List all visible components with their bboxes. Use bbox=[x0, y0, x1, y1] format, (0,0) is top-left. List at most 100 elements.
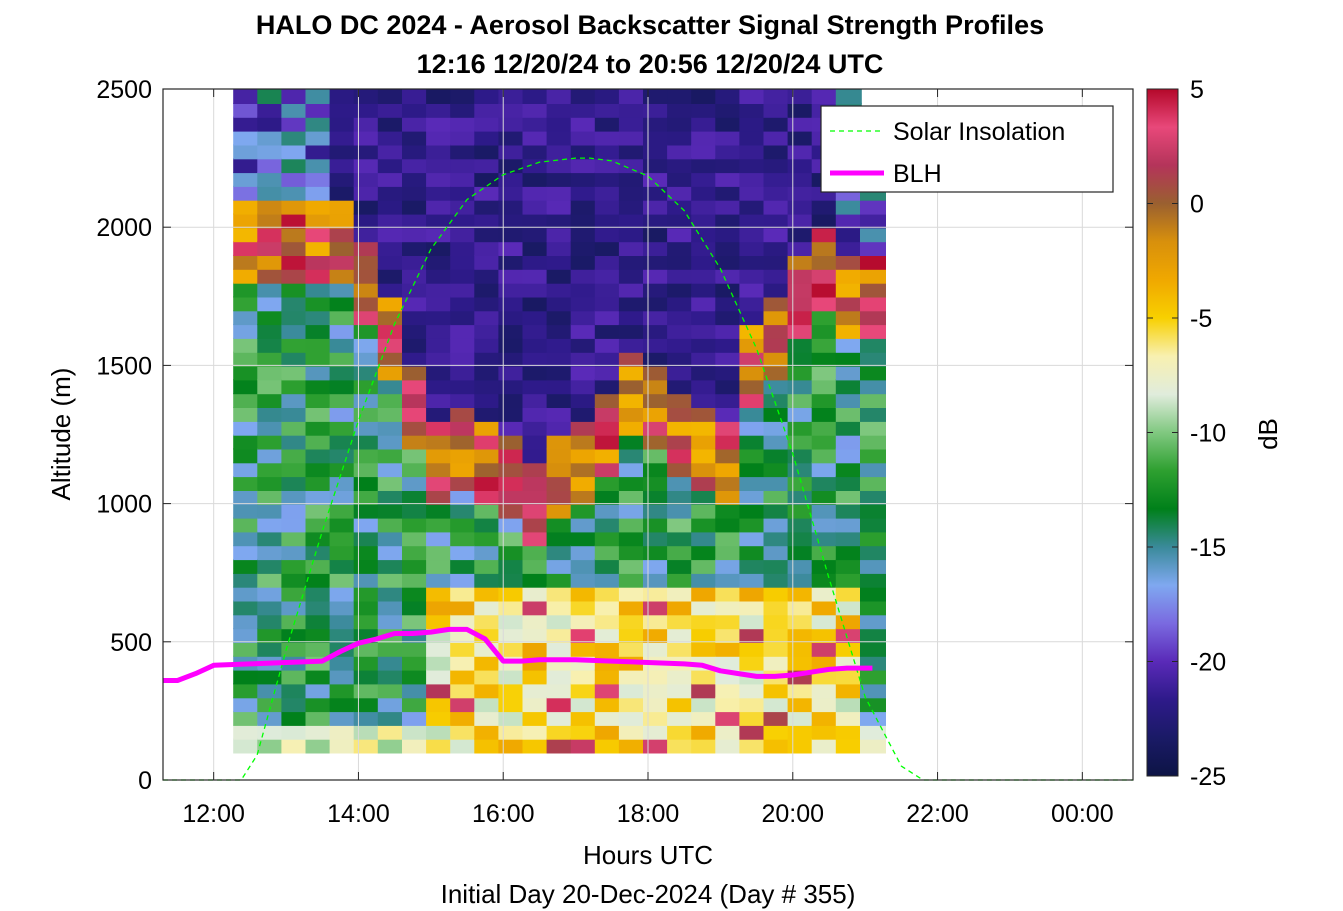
heatmap-cell bbox=[787, 503, 814, 519]
heatmap-cell bbox=[353, 213, 380, 229]
heatmap-cell bbox=[233, 586, 260, 602]
heatmap-cell bbox=[739, 227, 766, 243]
heatmap-cell bbox=[739, 158, 766, 174]
heatmap-cell bbox=[570, 531, 597, 547]
heatmap-cell bbox=[522, 517, 549, 533]
solar-insolation-line bbox=[163, 157, 1133, 781]
heatmap-cell bbox=[860, 254, 886, 270]
heatmap-cell bbox=[426, 476, 453, 491]
heatmap-cell bbox=[257, 669, 284, 685]
heatmap-cell bbox=[522, 213, 549, 229]
heatmap-cell bbox=[739, 185, 766, 201]
heatmap-cell bbox=[811, 558, 838, 574]
heatmap-cell bbox=[811, 268, 838, 284]
heatmap-cell bbox=[715, 89, 742, 104]
heatmap-cell bbox=[691, 337, 718, 353]
heatmap-cell bbox=[835, 710, 862, 726]
heatmap-cell bbox=[618, 738, 645, 754]
heatmap-cell bbox=[739, 89, 766, 104]
heatmap-cell bbox=[377, 296, 404, 312]
heatmap-cell bbox=[402, 323, 428, 339]
heatmap-cell bbox=[811, 199, 838, 215]
heatmap-cell bbox=[474, 669, 501, 685]
heatmap-cell bbox=[353, 365, 380, 381]
heatmap-cell bbox=[739, 697, 766, 713]
heatmap-cell bbox=[353, 572, 380, 588]
legend-solar-label: Solar Insolation bbox=[893, 118, 1065, 146]
heatmap-cell bbox=[426, 406, 453, 422]
heatmap-cell bbox=[618, 199, 645, 215]
blh-line bbox=[163, 626, 873, 683]
heatmap-cell bbox=[498, 448, 525, 464]
heatmap-cell bbox=[233, 379, 260, 395]
heatmap-cell bbox=[377, 171, 404, 187]
heatmap-cell bbox=[618, 296, 645, 312]
heatmap-cell bbox=[474, 310, 501, 326]
heatmap-cell bbox=[305, 102, 332, 118]
heatmap-cell bbox=[353, 379, 380, 395]
heatmap-cell bbox=[329, 130, 356, 146]
heatmap-cell bbox=[715, 710, 742, 726]
heatmap-cell bbox=[570, 517, 597, 533]
heatmap-cell bbox=[353, 323, 380, 339]
heatmap-cell bbox=[353, 116, 380, 132]
heatmap-cell bbox=[667, 89, 694, 104]
heatmap-cell bbox=[257, 531, 284, 547]
heatmap-cell bbox=[763, 586, 790, 602]
heatmap-cell bbox=[474, 254, 501, 270]
heatmap-cell bbox=[450, 254, 477, 270]
heatmap-cell bbox=[498, 365, 525, 381]
heatmap-cell bbox=[450, 420, 477, 436]
heatmap-cell bbox=[835, 572, 862, 588]
heatmap-cell bbox=[570, 545, 597, 561]
heatmap-cell bbox=[618, 531, 645, 547]
heatmap-cell bbox=[594, 241, 621, 256]
heatmap-cell bbox=[305, 268, 332, 284]
heatmap-cell bbox=[835, 365, 862, 381]
heatmap-cell bbox=[691, 227, 718, 243]
heatmap-cell bbox=[522, 254, 549, 270]
series-lines bbox=[163, 157, 1133, 781]
heatmap-cell bbox=[377, 379, 404, 395]
heatmap-cell bbox=[377, 158, 404, 174]
legend-frame bbox=[820, 105, 1114, 193]
heatmap-cell bbox=[257, 572, 284, 588]
heatmap-cell bbox=[667, 531, 694, 547]
heatmap-cell bbox=[691, 116, 718, 132]
heatmap-cell bbox=[450, 296, 477, 312]
heatmap-cell bbox=[329, 600, 356, 616]
heatmap-cell bbox=[498, 89, 525, 104]
heatmap-cell bbox=[643, 531, 669, 547]
heatmap-cell bbox=[691, 531, 718, 547]
heatmap-cell bbox=[377, 489, 404, 505]
heatmap-cell bbox=[522, 227, 549, 243]
heatmap-cell bbox=[281, 531, 308, 547]
heatmap-cell bbox=[667, 572, 694, 588]
heatmap-cell bbox=[474, 448, 501, 464]
heatmap-cell bbox=[691, 641, 718, 657]
heatmap-cell bbox=[618, 434, 645, 450]
heatmap-cell bbox=[594, 199, 621, 215]
heatmap-cell bbox=[739, 738, 766, 754]
heatmap-cell bbox=[546, 489, 573, 505]
heatmap-cell bbox=[474, 282, 501, 298]
heatmap-cell bbox=[594, 572, 621, 588]
heatmap-cell bbox=[377, 144, 404, 160]
heatmap-cell bbox=[594, 641, 621, 657]
heatmap-cell bbox=[691, 144, 718, 160]
heatmap-cell bbox=[715, 241, 742, 256]
heatmap-cell bbox=[426, 641, 453, 657]
heatmap-cell bbox=[377, 337, 404, 353]
heatmap-cell bbox=[860, 448, 886, 464]
heatmap-cell bbox=[329, 724, 356, 740]
heatmap-cell bbox=[763, 241, 790, 256]
heatmap-cell bbox=[377, 213, 404, 229]
heatmap-cell bbox=[546, 600, 573, 616]
heatmap-cell bbox=[426, 545, 453, 561]
heatmap-cell bbox=[667, 406, 694, 422]
heatmap-cell bbox=[305, 310, 332, 326]
heatmap-cell bbox=[715, 268, 742, 284]
heatmap-cell bbox=[715, 351, 742, 367]
heatmap-cell bbox=[835, 738, 862, 754]
heatmap-cell bbox=[257, 158, 284, 174]
